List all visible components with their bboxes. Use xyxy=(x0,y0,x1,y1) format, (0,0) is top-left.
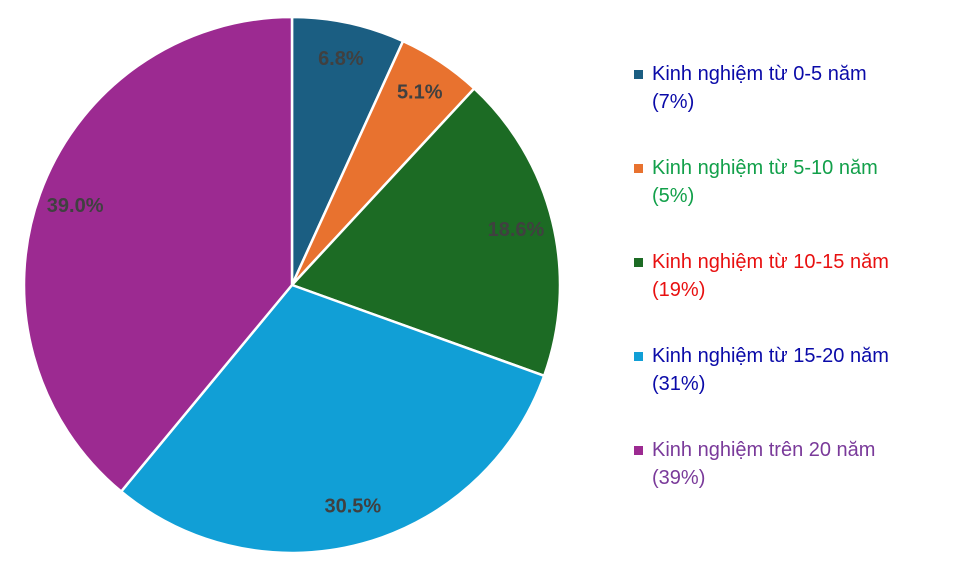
legend-item: Kinh nghiệm từ 15-20 năm (31%) xyxy=(634,342,889,436)
slice-label: 6.8% xyxy=(318,48,364,70)
legend-label: (7%) xyxy=(652,91,695,113)
legend-item: Kinh nghiệm trên 20 năm (39%) xyxy=(634,436,889,530)
legend-label: Kinh nghiệm trên 20 năm xyxy=(652,439,876,461)
legend-swatch xyxy=(634,164,643,173)
slice-label: 30.5% xyxy=(324,496,381,518)
slice-label: 5.1% xyxy=(397,81,443,103)
legend-label: (39%) xyxy=(652,467,706,489)
legend-swatch xyxy=(634,70,643,79)
legend-label: Kinh nghiệm từ 10-15 năm xyxy=(652,251,889,273)
legend-label: (19%) xyxy=(652,279,706,301)
pie-slice xyxy=(119,283,546,555)
legend-label: (31%) xyxy=(652,373,706,395)
legend-label: Kinh nghiệm từ 15-20 năm xyxy=(652,345,889,367)
slice-label: 18.6% xyxy=(488,219,545,241)
pie-slice xyxy=(22,15,294,494)
legend-item: Kinh nghiệm từ 0-5 năm (7%) xyxy=(634,60,889,154)
legend-swatch xyxy=(634,352,643,361)
legend: Kinh nghiệm từ 0-5 năm (7%) Kinh nghiệm từ… xyxy=(634,60,889,530)
legend-label: Kinh nghiệm từ 5-10 năm xyxy=(652,157,878,179)
slice-label: 39.0% xyxy=(47,195,104,217)
legend-swatch xyxy=(634,258,643,267)
legend-label: (5%) xyxy=(652,185,695,207)
pie-slice xyxy=(290,15,405,286)
legend-item: Kinh nghiệm từ 10-15 năm (19%) xyxy=(634,248,889,342)
legend-swatch xyxy=(634,446,643,455)
pie-slice xyxy=(289,86,562,378)
legend-label: Kinh nghiệm từ 0-5 năm xyxy=(652,63,867,85)
legend-item: Kinh nghiệm từ 5-10 năm (5%) xyxy=(634,154,889,248)
